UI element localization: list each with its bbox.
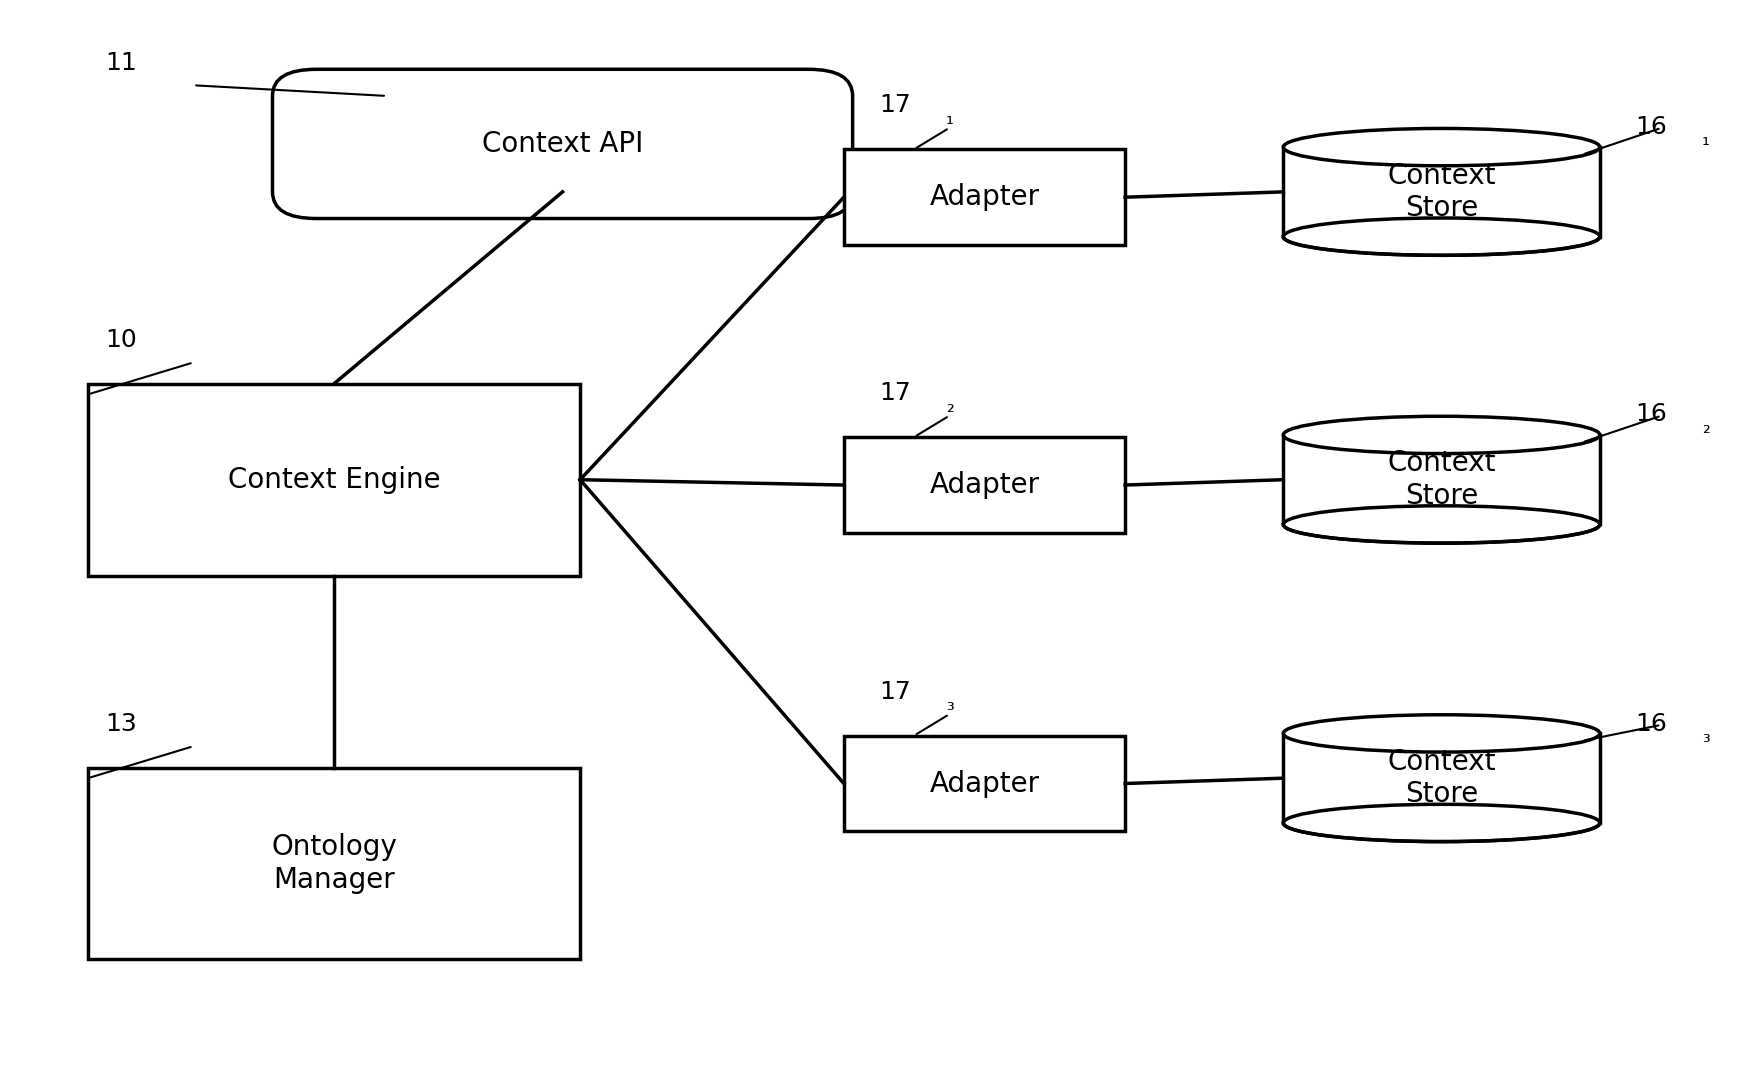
Text: 16: 16 xyxy=(1634,711,1666,736)
Bar xyxy=(88,768,580,959)
Text: ₁: ₁ xyxy=(1701,130,1708,149)
Text: 10: 10 xyxy=(105,327,137,352)
Ellipse shape xyxy=(1283,219,1599,256)
Text: 16: 16 xyxy=(1634,114,1666,139)
Text: Context Engine: Context Engine xyxy=(228,466,439,494)
Text: ₁: ₁ xyxy=(945,109,952,128)
Text: 16: 16 xyxy=(1634,402,1666,426)
Bar xyxy=(1283,147,1599,237)
Text: Adapter: Adapter xyxy=(929,471,1038,499)
Text: ₃: ₃ xyxy=(945,695,952,714)
Text: 13: 13 xyxy=(105,711,137,736)
Ellipse shape xyxy=(1283,506,1599,543)
Bar xyxy=(88,384,580,576)
Text: Context
Store: Context Store xyxy=(1386,450,1495,510)
Text: 17: 17 xyxy=(878,93,910,117)
Text: ₂: ₂ xyxy=(1701,418,1708,437)
Ellipse shape xyxy=(1283,715,1599,753)
Text: Context
Store: Context Store xyxy=(1386,748,1495,808)
Bar xyxy=(843,437,1124,533)
Bar xyxy=(1283,435,1599,524)
Ellipse shape xyxy=(1283,416,1599,453)
Text: Context
Store: Context Store xyxy=(1386,162,1495,222)
Text: 17: 17 xyxy=(878,679,910,704)
Bar xyxy=(843,149,1124,245)
Text: Adapter: Adapter xyxy=(929,770,1038,797)
Ellipse shape xyxy=(1283,129,1599,166)
Text: ₃: ₃ xyxy=(1701,727,1708,746)
Text: ₂: ₂ xyxy=(945,397,952,416)
Text: Adapter: Adapter xyxy=(929,183,1038,211)
Text: Context API: Context API xyxy=(481,130,643,158)
Text: Ontology
Manager: Ontology Manager xyxy=(271,834,397,893)
Text: 11: 11 xyxy=(105,50,137,75)
Text: 17: 17 xyxy=(878,381,910,405)
FancyBboxPatch shape xyxy=(272,69,852,219)
Ellipse shape xyxy=(1283,805,1599,842)
Bar xyxy=(843,736,1124,831)
Bar xyxy=(1283,733,1599,823)
